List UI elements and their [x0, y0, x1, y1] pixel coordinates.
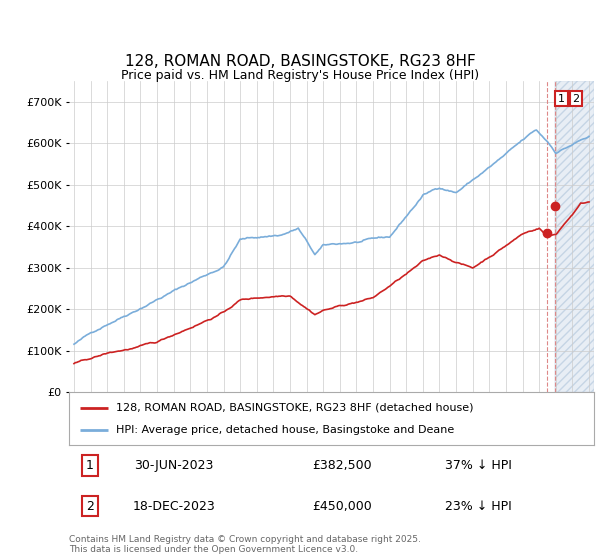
Text: 1: 1 — [558, 94, 565, 104]
Text: 2: 2 — [572, 94, 580, 104]
Text: 30-JUN-2023: 30-JUN-2023 — [134, 459, 214, 472]
Bar — [555, 81, 594, 392]
Bar — [555, 81, 594, 392]
Text: 1: 1 — [86, 459, 94, 472]
Text: 37% ↓ HPI: 37% ↓ HPI — [445, 459, 512, 472]
Text: 23% ↓ HPI: 23% ↓ HPI — [445, 500, 512, 512]
Text: Contains HM Land Registry data © Crown copyright and database right 2025.
This d: Contains HM Land Registry data © Crown c… — [69, 535, 421, 554]
Text: 2: 2 — [86, 500, 94, 512]
Text: 128, ROMAN ROAD, BASINGSTOKE, RG23 8HF (detached house): 128, ROMAN ROAD, BASINGSTOKE, RG23 8HF (… — [116, 403, 474, 413]
Text: Price paid vs. HM Land Registry's House Price Index (HPI): Price paid vs. HM Land Registry's House … — [121, 69, 479, 82]
Text: £450,000: £450,000 — [312, 500, 372, 512]
Text: 128, ROMAN ROAD, BASINGSTOKE, RG23 8HF: 128, ROMAN ROAD, BASINGSTOKE, RG23 8HF — [125, 54, 475, 69]
Text: 18-DEC-2023: 18-DEC-2023 — [133, 500, 215, 512]
Text: £382,500: £382,500 — [312, 459, 372, 472]
Text: HPI: Average price, detached house, Basingstoke and Deane: HPI: Average price, detached house, Basi… — [116, 425, 455, 435]
